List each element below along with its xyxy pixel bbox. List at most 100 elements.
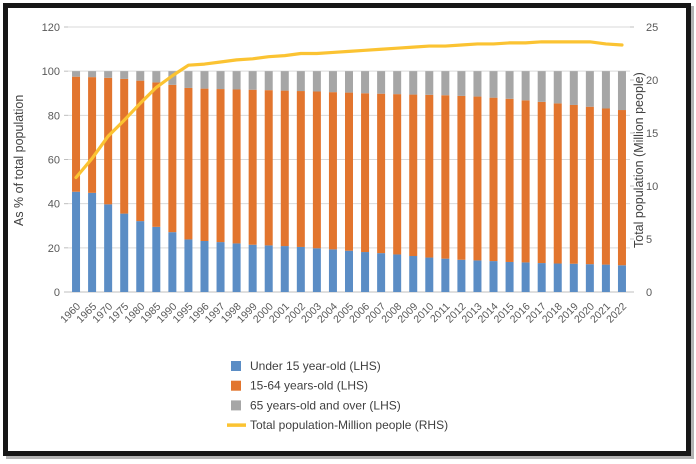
- bar-under15: [216, 242, 225, 292]
- bar-15-64: [312, 91, 321, 249]
- bar-15-64: [216, 89, 225, 243]
- bar-15-64: [152, 82, 161, 227]
- bar-15-64: [425, 94, 434, 258]
- bar-under15: [248, 244, 257, 292]
- bar-65-over: [361, 71, 370, 94]
- bar-under15: [601, 264, 610, 292]
- bar-65-over: [72, 71, 81, 77]
- bar-15-64: [473, 96, 482, 261]
- left-axis-tick-label: 40: [48, 199, 60, 211]
- bar-15-64: [120, 78, 129, 214]
- bar-65-over: [441, 71, 450, 96]
- bar-15-64: [104, 77, 113, 205]
- left-axis-tick-label: 80: [48, 110, 60, 122]
- right-axis-tick-label: 0: [646, 287, 652, 299]
- bar-65-over: [248, 71, 257, 90]
- bar-65-over: [88, 71, 97, 78]
- bar-under15: [328, 249, 337, 292]
- bar-under15: [136, 221, 145, 292]
- bar-under15: [489, 261, 498, 292]
- bar-under15: [152, 226, 161, 292]
- left-axis-tick-label: 120: [42, 22, 60, 34]
- bar-15-64: [585, 106, 594, 265]
- bar-15-64: [361, 93, 370, 253]
- bar-65-over: [537, 71, 546, 102]
- bar-15-64: [72, 76, 81, 192]
- bar-under15: [264, 245, 273, 292]
- legend-label: Total population-Million people (RHS): [250, 418, 448, 432]
- left-axis-tick-label: 100: [42, 66, 60, 78]
- bar-65-over: [473, 71, 482, 97]
- bar-15-64: [248, 89, 257, 245]
- bar-under15: [585, 264, 594, 292]
- bar-15-64: [617, 110, 626, 266]
- legend-label: 15-64 years-old (LHS): [250, 379, 368, 393]
- right-axis-tick-label: 25: [646, 22, 658, 34]
- legend-label: 65 years-old and over (LHS): [250, 398, 401, 412]
- bar-65-over: [328, 71, 337, 93]
- bar-under15: [88, 192, 97, 292]
- bar-65-over: [521, 71, 530, 101]
- bar-65-over: [232, 71, 241, 90]
- bar-65-over: [152, 71, 161, 83]
- bar-15-64: [168, 84, 177, 233]
- bar-15-64: [505, 98, 514, 262]
- bar-15-64: [264, 90, 273, 246]
- bar-65-over: [393, 71, 402, 95]
- bar-65-over: [104, 71, 113, 78]
- bar-under15: [569, 263, 578, 292]
- bar-65-over: [601, 71, 610, 109]
- bar-15-64: [457, 95, 466, 260]
- bar-under15: [409, 256, 418, 292]
- bar-65-over: [569, 71, 578, 105]
- left-axis-tick-label: 0: [54, 287, 60, 299]
- bar-under15: [72, 191, 81, 292]
- bar-65-over: [457, 71, 466, 96]
- left-axis-tick-label: 20: [48, 243, 60, 255]
- left-axis-tick-label: 60: [48, 155, 60, 167]
- bar-15-64: [489, 97, 498, 262]
- bar-under15: [280, 246, 289, 292]
- bar-under15: [537, 263, 546, 292]
- bar-65-over: [409, 71, 418, 95]
- bar-15-64: [521, 100, 530, 263]
- bar-15-64: [553, 103, 562, 264]
- bar-15-64: [232, 89, 241, 244]
- bar-15-64: [345, 92, 353, 251]
- bar-65-over: [617, 71, 626, 111]
- bar-under15: [553, 263, 562, 292]
- bar-under15: [184, 239, 193, 292]
- bar-under15: [377, 253, 386, 292]
- bar-65-over: [120, 71, 129, 79]
- bar-15-64: [88, 77, 97, 193]
- bar-65-over: [553, 71, 562, 104]
- bar-65-over: [345, 71, 353, 93]
- bar-under15: [168, 232, 177, 292]
- total-population-line: [74, 40, 624, 180]
- bar-65-over: [377, 71, 386, 94]
- bar-under15: [441, 258, 450, 292]
- bar-under15: [473, 260, 482, 292]
- right-axis-tick-label: 20: [646, 75, 658, 87]
- bar-under15: [457, 259, 466, 292]
- bar-under15: [521, 262, 530, 292]
- bar-under15: [104, 204, 113, 292]
- bar-65-over: [136, 71, 145, 81]
- bar-15-64: [328, 92, 337, 250]
- bar-65-over: [296, 71, 305, 92]
- bar-15-64: [537, 101, 546, 264]
- bar-65-over: [200, 71, 209, 89]
- bar-under15: [617, 265, 626, 292]
- bar-under15: [232, 243, 241, 292]
- bar-15-64: [569, 104, 578, 264]
- legend-label: Under 15 year-old (LHS): [250, 359, 381, 373]
- bar-65-over: [280, 71, 289, 91]
- bar-65-over: [184, 71, 193, 88]
- bar-15-64: [601, 108, 610, 265]
- bar-under15: [120, 213, 129, 292]
- bar-15-64: [393, 94, 402, 255]
- bar-under15: [393, 254, 402, 292]
- bar-65-over: [216, 71, 225, 90]
- bar-15-64: [296, 91, 305, 247]
